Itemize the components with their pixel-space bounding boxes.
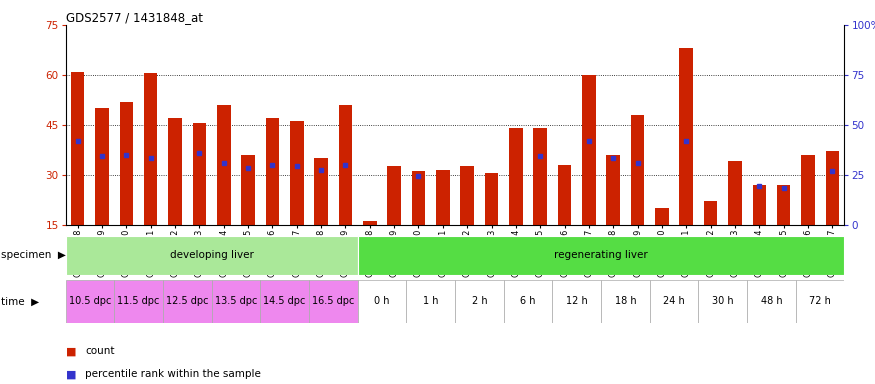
Bar xyxy=(485,173,498,225)
Text: time  ▶: time ▶ xyxy=(1,296,39,306)
Text: 13.5 dpc: 13.5 dpc xyxy=(214,296,257,306)
Bar xyxy=(66,280,115,323)
Bar xyxy=(601,280,649,323)
Bar xyxy=(115,280,163,323)
Bar xyxy=(655,208,668,225)
Text: 48 h: 48 h xyxy=(760,296,782,306)
Bar xyxy=(358,280,406,323)
Bar xyxy=(802,155,815,225)
Bar xyxy=(66,236,358,275)
Bar xyxy=(747,280,795,323)
Text: developing liver: developing liver xyxy=(170,250,254,260)
Bar xyxy=(412,171,425,225)
Text: 72 h: 72 h xyxy=(809,296,831,306)
Bar xyxy=(680,48,693,225)
Bar xyxy=(582,75,596,225)
Bar xyxy=(266,118,279,225)
Text: 16.5 dpc: 16.5 dpc xyxy=(312,296,354,306)
Bar xyxy=(358,236,844,275)
Bar xyxy=(339,105,352,225)
Bar xyxy=(795,280,844,323)
Bar xyxy=(436,170,450,225)
Text: 30 h: 30 h xyxy=(712,296,733,306)
Bar xyxy=(504,280,552,323)
Text: 14.5 dpc: 14.5 dpc xyxy=(263,296,306,306)
Text: 10.5 dpc: 10.5 dpc xyxy=(69,296,111,306)
Text: 2 h: 2 h xyxy=(472,296,487,306)
Text: 18 h: 18 h xyxy=(614,296,636,306)
Bar xyxy=(212,280,261,323)
Text: percentile rank within the sample: percentile rank within the sample xyxy=(85,369,261,379)
Bar xyxy=(120,101,133,225)
Bar xyxy=(649,280,698,323)
Bar xyxy=(363,221,376,225)
Bar xyxy=(704,201,717,225)
Text: 11.5 dpc: 11.5 dpc xyxy=(117,296,160,306)
Bar xyxy=(192,123,206,225)
Bar xyxy=(455,280,504,323)
Bar xyxy=(217,105,230,225)
Bar xyxy=(698,280,747,323)
Text: 1 h: 1 h xyxy=(423,296,438,306)
Text: specimen  ▶: specimen ▶ xyxy=(1,250,66,260)
Bar xyxy=(606,155,620,225)
Bar xyxy=(163,280,212,323)
Text: ■: ■ xyxy=(66,346,80,356)
Bar xyxy=(728,161,741,225)
Bar xyxy=(95,108,108,225)
Bar xyxy=(825,151,839,225)
Bar xyxy=(144,73,158,225)
Bar xyxy=(552,280,601,323)
Text: ■: ■ xyxy=(66,369,80,379)
Bar xyxy=(242,155,255,225)
Text: 6 h: 6 h xyxy=(521,296,536,306)
Bar xyxy=(309,280,358,323)
Bar xyxy=(169,118,182,225)
Bar xyxy=(534,128,547,225)
Text: 12 h: 12 h xyxy=(566,296,587,306)
Bar xyxy=(290,121,304,225)
Bar xyxy=(71,71,85,225)
Bar xyxy=(509,128,522,225)
Bar xyxy=(752,185,766,225)
Bar xyxy=(558,165,571,225)
Text: 12.5 dpc: 12.5 dpc xyxy=(166,296,208,306)
Bar xyxy=(631,115,644,225)
Bar xyxy=(777,185,790,225)
Text: 24 h: 24 h xyxy=(663,296,685,306)
Text: 0 h: 0 h xyxy=(374,296,389,306)
Bar xyxy=(406,280,455,323)
Bar xyxy=(388,166,401,225)
Bar xyxy=(261,280,309,323)
Text: count: count xyxy=(85,346,115,356)
Text: GDS2577 / 1431848_at: GDS2577 / 1431848_at xyxy=(66,11,203,24)
Text: regenerating liver: regenerating liver xyxy=(554,250,648,260)
Bar xyxy=(314,158,328,225)
Bar xyxy=(460,166,474,225)
